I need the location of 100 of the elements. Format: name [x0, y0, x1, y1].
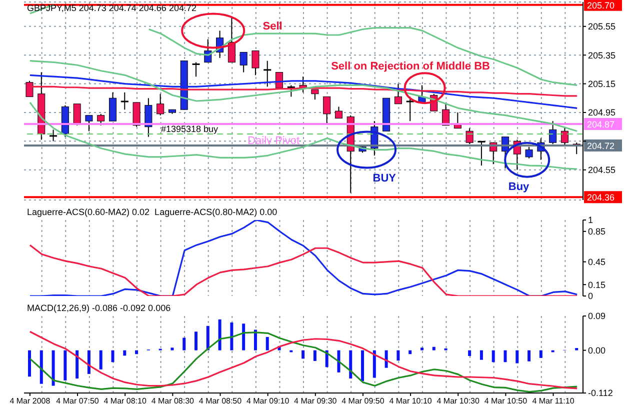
y-tick-label: 205.15 — [588, 78, 616, 89]
y-tick-label: 204.55 — [588, 165, 616, 176]
x-tick-label: 4 Mar 08:10 — [104, 396, 147, 406]
candlestick — [156, 93, 164, 116]
bar — [539, 350, 542, 358]
bar — [242, 324, 246, 350]
bar — [218, 319, 222, 350]
y-tick-label: 205.35 — [588, 50, 616, 60]
bar — [99, 350, 102, 370]
candlestick — [287, 84, 295, 98]
x-tick-label: 4 Mar 10:50 — [484, 396, 528, 406]
bar — [408, 350, 412, 354]
x-tick-label: 4 Mar 10:30 — [436, 396, 480, 406]
ref-line-label: Daily Pivot — [248, 134, 300, 147]
x-tick-label: 4 Mar 09:50 — [342, 396, 385, 406]
candlestick — [478, 140, 486, 166]
ref-line-label: 205.70 — [587, 0, 615, 10]
candlestick — [97, 113, 105, 126]
bar — [230, 322, 234, 350]
bar — [111, 350, 114, 362]
bar — [76, 350, 79, 379]
candlestick — [85, 114, 93, 132]
bar — [528, 350, 531, 362]
y-tick-label: 204.95 — [588, 108, 616, 118]
annotation: BUY — [372, 172, 397, 184]
bar — [52, 350, 55, 386]
candlestick — [240, 52, 248, 73]
line-series — [29, 102, 578, 170]
bar — [64, 350, 67, 380]
y-tick-label: -0.112 — [588, 388, 613, 398]
candlestick — [264, 60, 272, 88]
y-tick-label: 0.85 — [588, 226, 606, 237]
candlestick — [466, 128, 474, 145]
bar — [372, 350, 376, 378]
candlestick — [560, 126, 568, 146]
candlestick — [120, 92, 128, 110]
bar — [135, 350, 138, 354]
y-tick-label: 0.00 — [588, 346, 606, 356]
bar — [206, 326, 210, 350]
ref-line-label: 204.72 — [587, 140, 615, 151]
x-tick-label: 4 Mar 09:10 — [246, 396, 290, 406]
bar — [266, 336, 269, 350]
line-series — [29, 74, 578, 109]
candlestick — [394, 83, 402, 104]
y-tick-label: 0.15 — [588, 280, 606, 290]
bar — [420, 348, 424, 350]
bar — [516, 350, 519, 364]
candlestick — [334, 106, 342, 119]
candlestick — [311, 89, 319, 100]
candlestick — [26, 80, 34, 98]
y-tick-label: 1 — [588, 215, 594, 226]
ref-line-label: #1395318 buy — [160, 124, 219, 134]
y-tick-label: 0 — [588, 291, 594, 302]
candlestick — [132, 102, 140, 128]
bar — [468, 350, 472, 356]
candlestick — [73, 103, 81, 126]
line-series — [29, 220, 578, 296]
bar — [170, 348, 174, 350]
candlestick — [525, 146, 533, 159]
bar — [302, 350, 305, 359]
candlestick — [192, 62, 200, 78]
line-series — [29, 86, 578, 97]
candlestick — [50, 129, 58, 142]
x-tick-label: 4 Mar 07:50 — [56, 396, 100, 406]
bar — [432, 346, 436, 350]
chart-title: Laguerre-ACS(0.60-MA2) 0.02 Laguerre-ACS(0.80-MA2) 0.00 — [27, 207, 278, 217]
y-tick-label: 0.09 — [588, 311, 606, 322]
y-tick-label: 205.55 — [588, 22, 616, 32]
candlestick — [144, 98, 152, 138]
annotation: Sell — [262, 20, 282, 32]
bar — [254, 330, 257, 350]
bar — [361, 350, 364, 382]
x-tick-label: 4 Mar 11:10 — [532, 396, 575, 406]
bar — [123, 350, 126, 356]
bar — [504, 350, 507, 362]
x-tick-label: 4 Mar 09:30 — [294, 396, 338, 406]
ref-line-label: 204.36 — [587, 192, 615, 203]
bar — [480, 350, 483, 360]
x-tick-label: 4 Mar 2008 — [10, 396, 51, 406]
candlestick — [323, 96, 331, 124]
bar — [349, 350, 352, 379]
bar — [182, 338, 186, 350]
bar — [28, 350, 31, 377]
candlestick — [252, 50, 260, 76]
y-tick-label: 0.45 — [588, 256, 606, 267]
bar — [40, 350, 43, 384]
bar — [87, 350, 90, 374]
annotation: Buy — [508, 180, 530, 193]
chart-title: MACD(12,26,9) -0.086 -0.092 0.006 — [27, 303, 171, 313]
line-series — [29, 60, 578, 132]
bar — [313, 350, 316, 361]
candlestick — [406, 96, 414, 122]
candlestick — [549, 120, 557, 145]
bar — [492, 350, 495, 362]
x-tick-label: 4 Mar 08:30 — [151, 396, 195, 406]
text: 204.87 — [587, 119, 615, 130]
x-tick-label: 4 Mar 08:50 — [198, 396, 242, 406]
candlestick — [109, 92, 117, 122]
bar — [194, 332, 198, 350]
bar — [396, 350, 400, 361]
